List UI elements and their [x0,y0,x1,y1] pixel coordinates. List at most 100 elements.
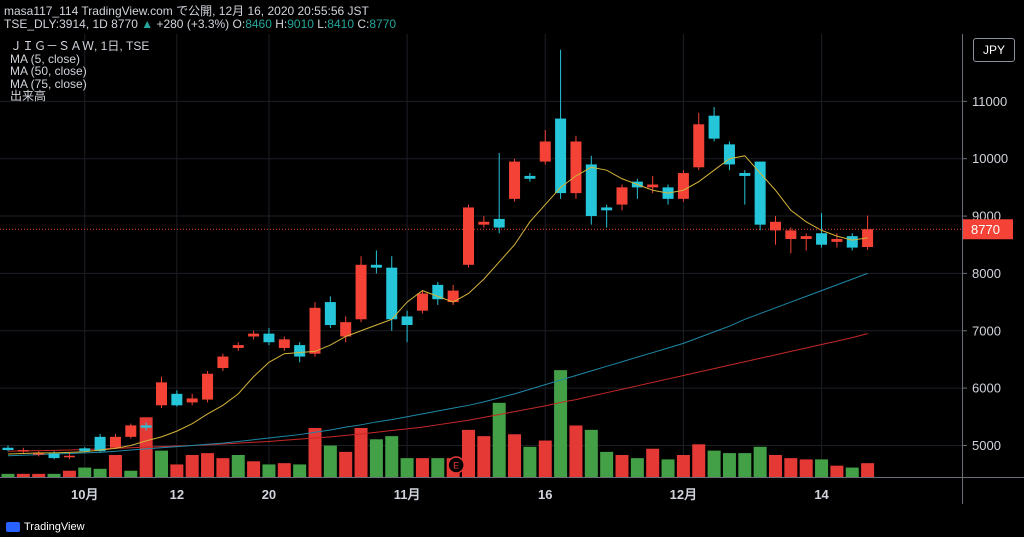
volume-bar [308,427,322,477]
candle-body [601,207,613,211]
candle-body [493,218,505,228]
header-ohlc-line: TSE_DLY:3914, 1D 8770 ▲ +280 (+3.3%) O:8… [4,17,397,31]
price-change: +280 (+3.3%) [156,17,230,31]
volume-bar [277,463,291,477]
candle-body [539,141,551,162]
tradingview-logo: TradingView [6,521,85,533]
volume-bar [78,467,92,477]
volume-bar [477,436,491,477]
last-price-badge [963,219,1013,240]
volume-bar [216,458,230,477]
currency-button[interactable]: JPY [973,38,1015,62]
volume-bar [62,470,76,477]
candle-body [217,356,229,369]
candle-body [846,236,858,248]
volume-bar [231,455,245,477]
volume-bar [369,439,383,477]
candle-body [278,339,290,348]
close-value: 8770 [369,17,397,31]
volume-bar [600,451,614,477]
volume-bar [16,473,30,477]
volume-bar [615,455,629,477]
candle-body [509,161,521,199]
volume-bar [201,453,215,477]
candle-body [739,173,751,176]
volume-bar [354,427,368,477]
candle-body [386,267,398,320]
candle-body [140,425,152,428]
volume-bar [692,444,706,477]
volume-bar [262,464,276,477]
volume-bar [492,402,506,477]
volume-bar [769,455,782,477]
candle-body [677,173,689,199]
y-tick-label: 8000 [972,266,1001,281]
legend-ma5[interactable]: MA (5, close) [10,51,81,66]
candle-body [754,161,766,225]
candle-body [785,230,797,239]
volume-bar [170,464,184,477]
candle-body [708,115,720,139]
x-tick-label: 16 [538,487,552,502]
y-tick-label: 7000 [972,323,1001,338]
y-tick-label: 11000 [972,94,1007,109]
candle-body [723,144,735,165]
volume-bar [845,467,859,477]
legend-ma50[interactable]: MA (50, close) [10,64,87,78]
candle-body [156,382,167,406]
candle-body [432,284,444,300]
candle-body [770,221,781,231]
legend-symbol[interactable]: ＪＩＧ－ＳＡＷ, 1日, TSE [10,39,150,53]
volume-bar [508,434,522,477]
volume-bar [722,453,736,477]
tradingview-icon [6,522,20,532]
candle-body [463,207,474,265]
volume-bar [431,458,445,477]
y-tick-label: 6000 [972,381,1001,396]
candle-body [831,238,843,242]
ma75-line [7,333,868,452]
candle-body [63,455,75,458]
legend-volume[interactable]: 出来高 [10,89,47,103]
candle-body [294,345,306,357]
candle-body [33,452,45,455]
y-tick-label: 10000 [972,151,1008,166]
candle-body [355,264,367,320]
up-triangle-icon: ▲ [141,17,154,31]
header-publish-line: masa117_114 TradingView.com で公開, 12月 16,… [4,4,369,18]
last-price-label: 8770 [971,222,1000,237]
tradingview-text: TradingView [24,521,85,533]
candle-body [340,322,352,337]
candle-body [524,175,536,179]
volume-bar [646,448,660,477]
high-value: 9010 [287,17,314,31]
volume-bar [554,370,568,477]
candle-body [94,436,106,452]
volume-bar [32,473,46,477]
volume-bar [523,446,537,477]
volume-bar [185,455,199,477]
open-value: 8460 [245,17,272,31]
candle-body [555,118,567,194]
volume-bar [124,470,138,477]
volume-bar [93,468,107,477]
volume-bar [155,450,168,477]
legend-ma75[interactable]: MA (75, close) [10,76,87,91]
volume-bar [247,461,261,477]
x-tick-label: 20 [262,487,276,502]
candle-body [816,233,828,245]
volume-bar [538,440,552,477]
candle-body [202,373,214,400]
volume-bar [861,463,875,477]
candle-body [401,316,413,326]
candle-body [248,333,260,337]
volume-bar [385,436,399,477]
x-tick-label: 14 [814,487,829,502]
candle-body [309,307,321,354]
volume-bar [108,455,122,477]
volume-bar [661,459,675,477]
volume-bar [415,458,429,477]
candle-body [186,398,198,403]
volume-bar [462,429,475,477]
